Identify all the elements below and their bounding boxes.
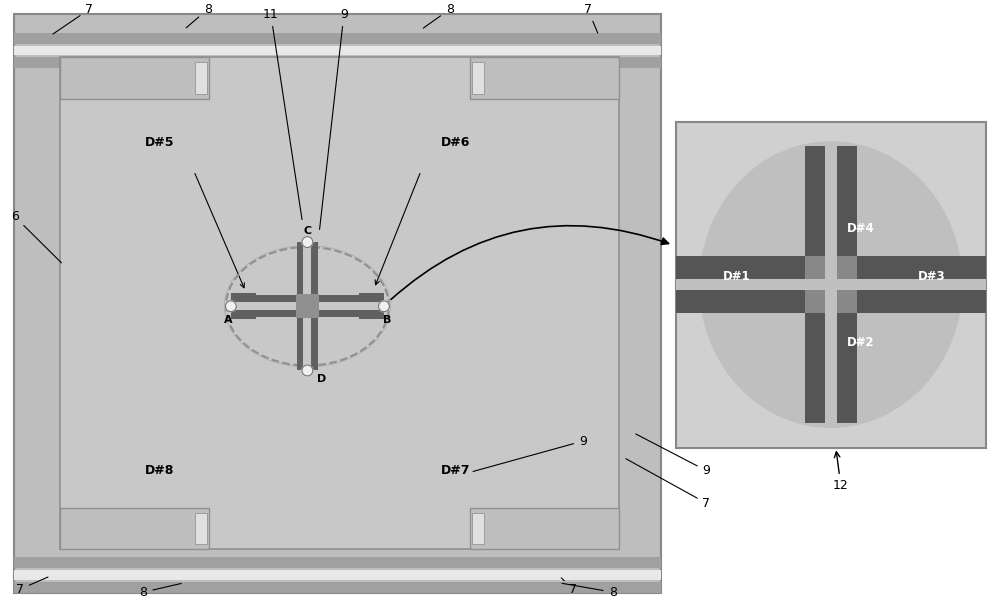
Bar bbox=[60, 507, 209, 549]
Text: D#5: D#5 bbox=[144, 136, 174, 149]
Text: 8: 8 bbox=[562, 583, 617, 598]
Text: D#3: D#3 bbox=[918, 270, 945, 283]
Bar bbox=[805, 146, 857, 423]
Text: 7: 7 bbox=[53, 3, 93, 34]
Circle shape bbox=[302, 365, 313, 376]
Bar bbox=[805, 313, 857, 374]
Bar bbox=[60, 57, 619, 549]
Text: 6: 6 bbox=[11, 210, 61, 263]
Bar bbox=[231, 293, 256, 319]
Bar bbox=[195, 513, 207, 544]
Bar bbox=[676, 122, 986, 447]
Circle shape bbox=[379, 301, 389, 312]
Text: 12: 12 bbox=[833, 452, 849, 492]
Text: 11: 11 bbox=[263, 8, 302, 220]
Text: 8: 8 bbox=[139, 583, 181, 598]
Circle shape bbox=[302, 237, 313, 247]
Text: 7: 7 bbox=[584, 3, 598, 33]
Bar bbox=[303, 242, 311, 370]
Bar bbox=[231, 302, 384, 310]
Bar bbox=[805, 256, 857, 313]
Text: D#1: D#1 bbox=[723, 270, 751, 283]
Ellipse shape bbox=[699, 141, 963, 428]
Bar bbox=[14, 57, 661, 68]
Text: 7: 7 bbox=[561, 578, 577, 596]
Text: 8: 8 bbox=[186, 3, 212, 28]
Text: D: D bbox=[317, 374, 327, 385]
Bar bbox=[14, 557, 661, 568]
Bar bbox=[359, 293, 384, 319]
Bar bbox=[60, 57, 209, 99]
Text: 9: 9 bbox=[636, 434, 710, 477]
Bar bbox=[676, 256, 986, 313]
Text: A: A bbox=[224, 315, 232, 325]
Text: C: C bbox=[303, 226, 311, 236]
Bar bbox=[805, 194, 857, 256]
Text: D#7: D#7 bbox=[441, 464, 470, 477]
Bar bbox=[472, 62, 484, 94]
Text: 8: 8 bbox=[423, 3, 454, 28]
Bar bbox=[14, 33, 661, 43]
Bar bbox=[470, 507, 619, 549]
Bar bbox=[676, 279, 986, 290]
Text: 9: 9 bbox=[473, 435, 587, 471]
Bar bbox=[14, 582, 661, 593]
Bar bbox=[472, 513, 484, 544]
FancyArrowPatch shape bbox=[391, 226, 668, 299]
Text: D#2: D#2 bbox=[847, 337, 874, 349]
Bar bbox=[14, 14, 661, 593]
Bar bbox=[470, 57, 619, 99]
Bar bbox=[297, 242, 318, 370]
Text: D#6: D#6 bbox=[441, 136, 470, 149]
Bar bbox=[231, 296, 384, 317]
Bar bbox=[195, 62, 207, 94]
Text: 9: 9 bbox=[320, 8, 348, 229]
Bar bbox=[14, 46, 661, 55]
Text: 7: 7 bbox=[16, 577, 48, 596]
Text: B: B bbox=[383, 315, 391, 325]
Text: 7: 7 bbox=[626, 459, 710, 510]
Bar bbox=[296, 294, 319, 318]
Text: D#8: D#8 bbox=[145, 464, 174, 477]
Bar bbox=[14, 570, 661, 580]
Circle shape bbox=[225, 301, 236, 312]
Bar bbox=[825, 146, 837, 423]
Text: D#4: D#4 bbox=[847, 222, 874, 235]
